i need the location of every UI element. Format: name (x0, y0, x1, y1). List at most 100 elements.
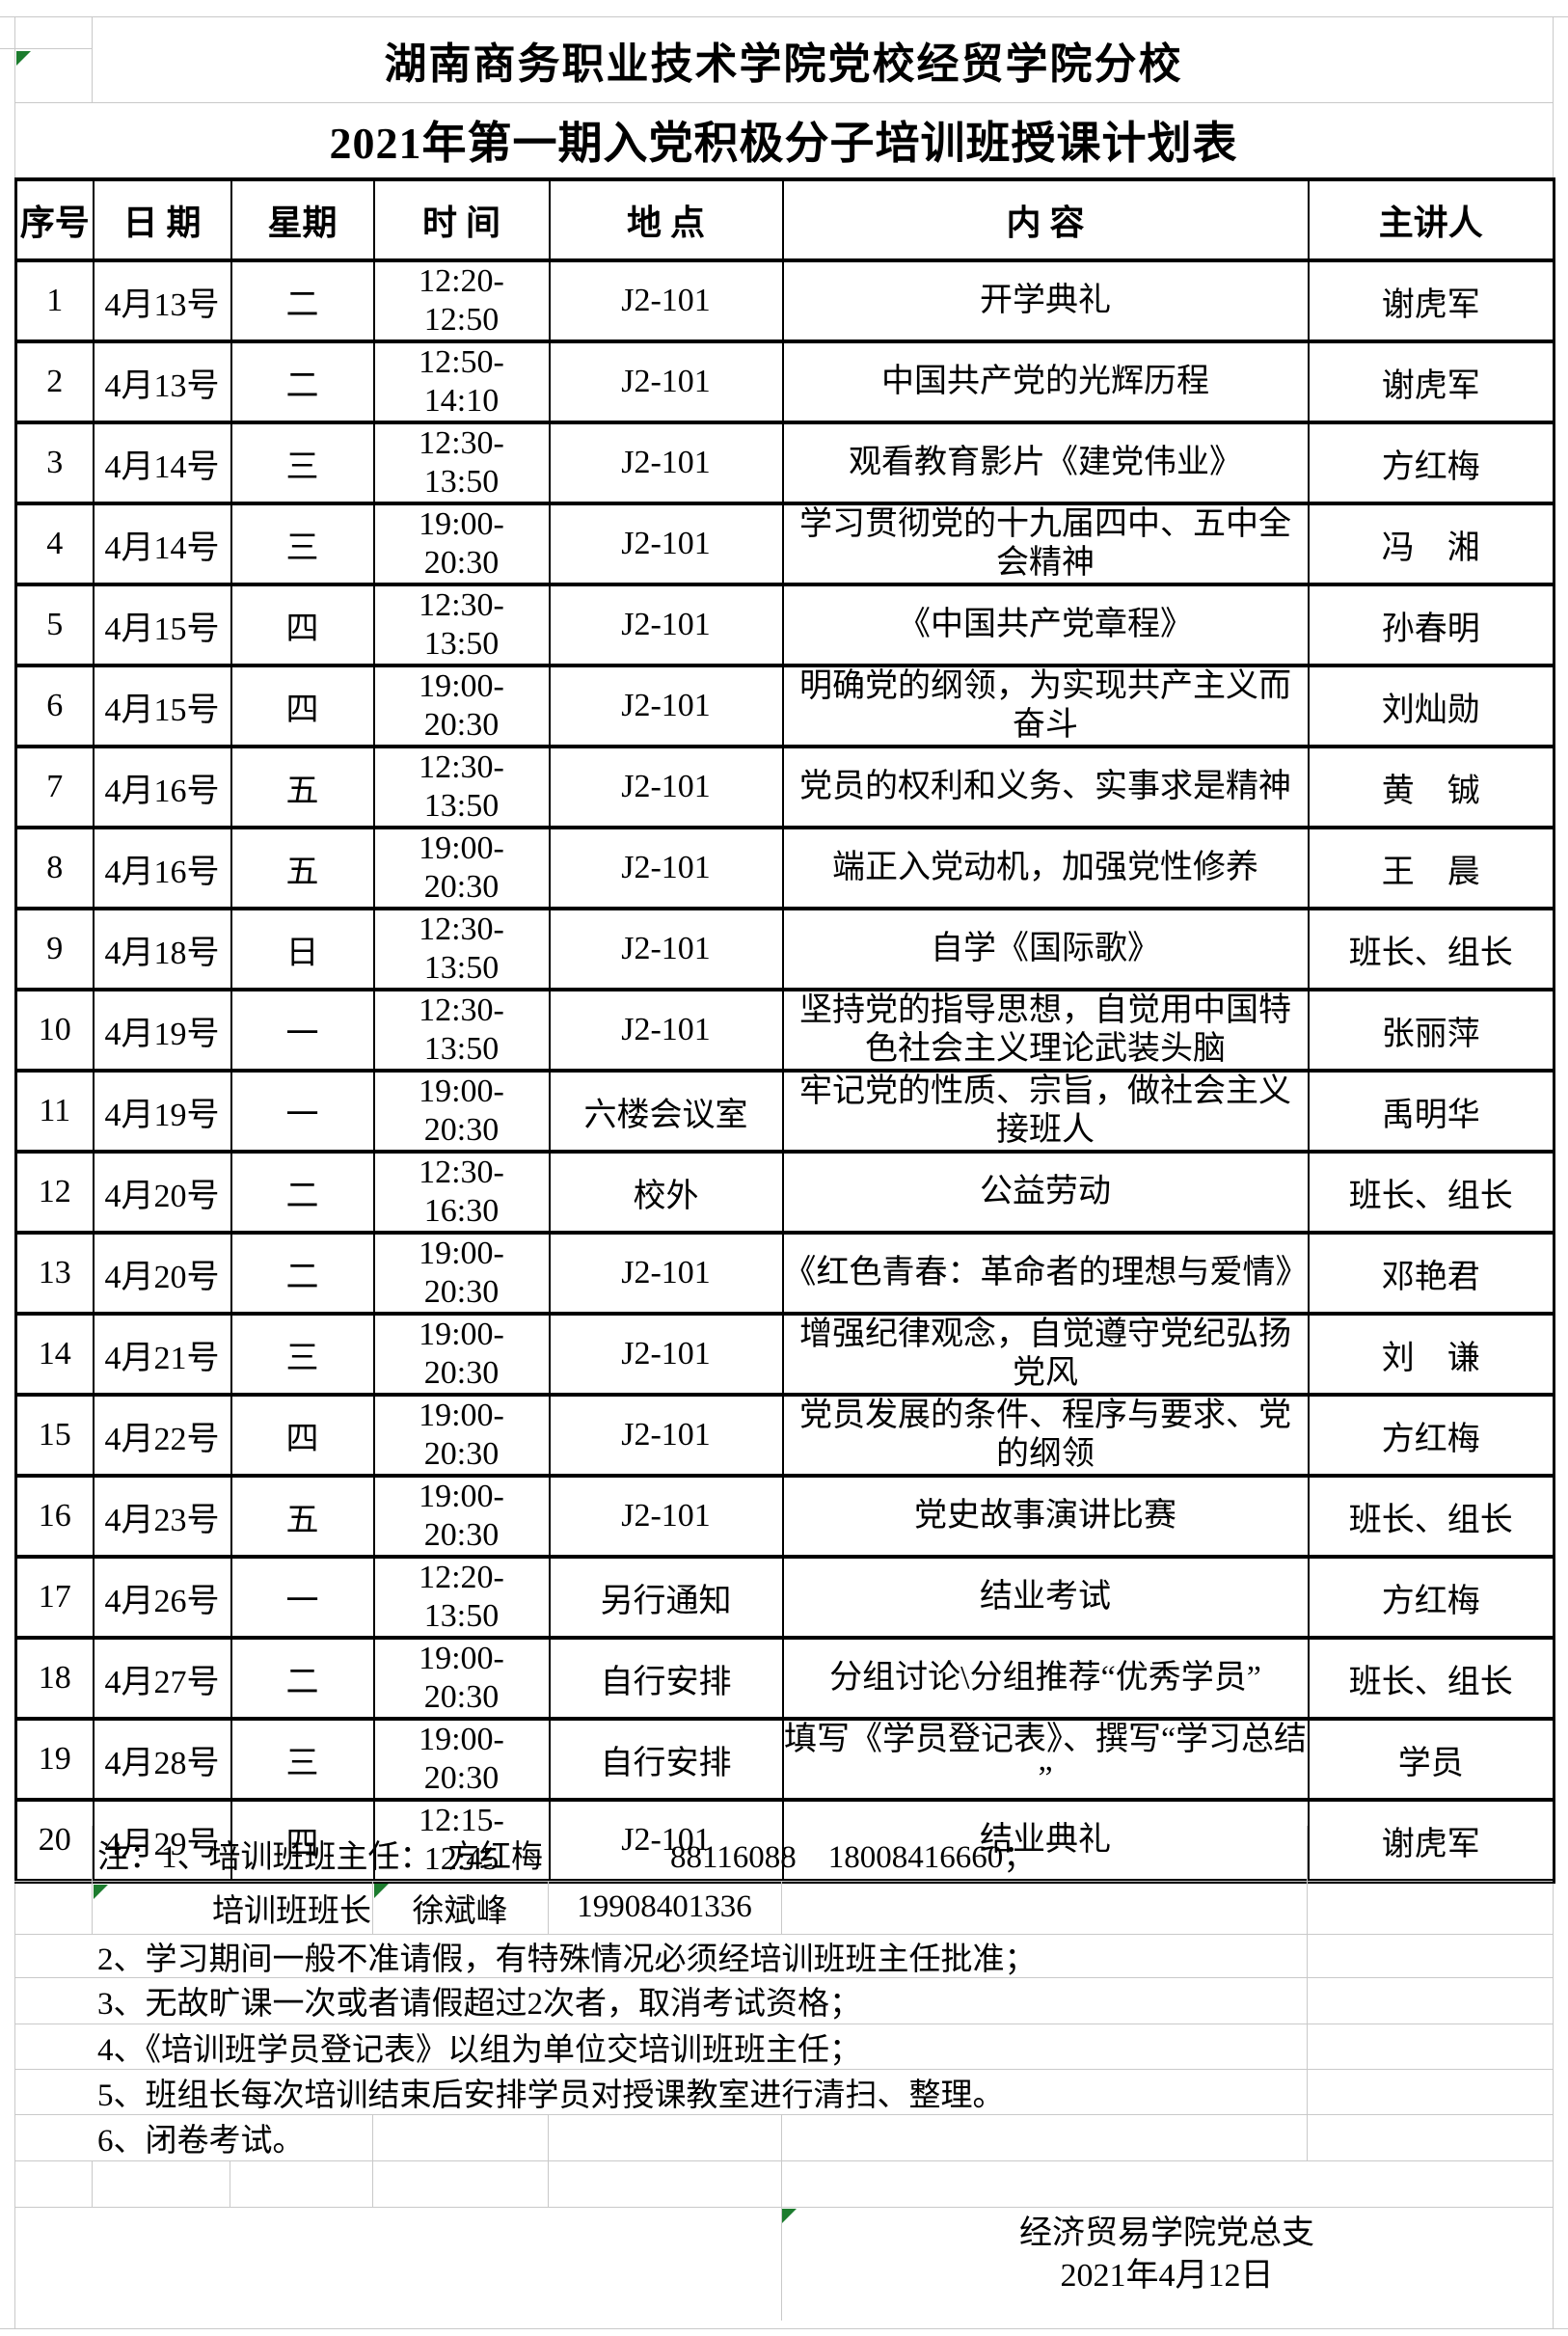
header-week[interactable]: 星期 (230, 177, 375, 261)
cell-serial-number[interactable]: 9 (14, 907, 95, 991)
cell-speaker[interactable]: 邓艳君 (1307, 1231, 1555, 1315)
cell-weekday[interactable]: 二 (230, 1231, 375, 1315)
cell-content[interactable]: 《中国共产党章程》 (781, 583, 1310, 666)
cell-weekday[interactable]: 二 (230, 258, 375, 342)
cell-place[interactable]: J2-101 (548, 1798, 784, 1883)
cell-serial-number[interactable]: 5 (14, 583, 95, 666)
cell-serial-number[interactable]: 15 (14, 1393, 95, 1477)
cell-time[interactable]: 19:00- 20:30 (372, 664, 551, 747)
cell-serial-number[interactable]: 7 (14, 745, 95, 828)
cell-place[interactable]: 另行通知 (548, 1555, 784, 1639)
cell-weekday[interactable]: 四 (230, 664, 375, 747)
cell-date[interactable]: 4月18号 (92, 907, 232, 991)
cell-content[interactable]: 分组讨论\分组推荐“优秀学员” (781, 1636, 1310, 1720)
note-line-5[interactable]: 5、班组长每次培训结束后安排学员对授课教室进行清扫、整理。 (97, 2078, 1005, 2113)
cell-serial-number[interactable]: 4 (14, 502, 95, 585)
cell-date[interactable]: 4月14号 (92, 421, 232, 504)
cell-speaker[interactable]: 王 晨 (1307, 826, 1555, 910)
cell-content[interactable]: 坚持党的指导思想，自觉用中国特色社会主义理论武装头脑 (781, 988, 1310, 1072)
cell-place[interactable]: J2-101 (548, 258, 784, 342)
cell-weekday[interactable]: 四 (230, 1393, 375, 1477)
cell-weekday[interactable]: 一 (230, 988, 375, 1072)
cell-content[interactable]: 增强纪律观念，自觉遵守党纪弘扬党风 (781, 1312, 1310, 1396)
cell-speaker[interactable]: 黄 铖 (1307, 745, 1555, 828)
cell-serial-number[interactable]: 17 (14, 1555, 95, 1639)
cell-content[interactable]: 党员发展的条件、程序与要求、党的纲领 (781, 1393, 1310, 1477)
cell-weekday[interactable]: 五 (230, 1474, 375, 1558)
cell-content[interactable]: 牢记党的性质、宗旨，做社会主义接班人 (781, 1069, 1310, 1153)
cell-serial-number[interactable]: 14 (14, 1312, 95, 1396)
cell-time[interactable]: 12:15- 12:45 (372, 1798, 551, 1883)
header-place[interactable]: 地 点 (548, 177, 784, 261)
cell-content[interactable]: 观看教育影片《建党伟业》 (781, 421, 1310, 504)
cell-place[interactable]: J2-101 (548, 745, 784, 828)
cell-speaker[interactable]: 谢虎军 (1307, 340, 1555, 423)
cell-speaker[interactable]: 方红梅 (1307, 1393, 1555, 1477)
cell-content[interactable]: 自学《国际歌》 (781, 907, 1310, 991)
cell-date[interactable]: 4月20号 (92, 1231, 232, 1315)
note-line-4[interactable]: 4、《培训班学员登记表》以组为单位交培训班班主任； (97, 2032, 861, 2068)
cell-serial-number[interactable]: 8 (14, 826, 95, 910)
cell-weekday[interactable]: 三 (230, 421, 375, 504)
cell-speaker[interactable]: 班长、组长 (1307, 907, 1555, 991)
cell-time[interactable]: 19:00- 20:30 (372, 1636, 551, 1720)
note-line-6[interactable]: 6、闭卷考试。 (97, 2124, 305, 2159)
note-line-1[interactable]: 注：1、培训班班主任： 方红梅 88116088 18008416660； (97, 1839, 1036, 1875)
note-line-2[interactable]: 2、学习期间一般不准请假，有特殊情况必须经培训班班主任批准； (97, 1942, 1037, 1977)
cell-weekday[interactable]: 一 (230, 1069, 375, 1153)
cell-date[interactable]: 4月28号 (92, 1717, 232, 1801)
cell-date[interactable]: 4月22号 (92, 1393, 232, 1477)
cell-date[interactable]: 4月23号 (92, 1474, 232, 1558)
cell-place[interactable]: J2-101 (548, 1231, 784, 1315)
signature-date[interactable]: 2021年4月12日 (1060, 2257, 1274, 2294)
cell-serial-number[interactable]: 11 (14, 1069, 95, 1153)
cell-place[interactable]: 自行安排 (548, 1636, 784, 1720)
cell-speaker[interactable]: 班长、组长 (1307, 1636, 1555, 1720)
cell-time[interactable]: 12:30- 13:50 (372, 583, 551, 666)
cell-speaker[interactable]: 学员 (1307, 1717, 1555, 1801)
cell-serial-number[interactable]: 1 (14, 258, 95, 342)
note-assistant-phone-cell[interactable]: 19908401336 (577, 1889, 752, 1924)
cell-time[interactable]: 19:00- 20:30 (372, 1474, 551, 1558)
cell-time[interactable]: 19:00- 20:30 (372, 1393, 551, 1477)
cell-speaker[interactable]: 班长、组长 (1307, 1150, 1555, 1234)
cell-content[interactable]: 中国共产党的光辉历程 (781, 340, 1310, 423)
cell-place[interactable]: 六楼会议室 (548, 1069, 784, 1153)
note-line-3[interactable]: 3、无故旷课一次或者请假超过2次者，取消考试资格； (97, 1987, 861, 2022)
cell-time[interactable]: 19:00- 20:30 (372, 826, 551, 910)
cell-place[interactable]: J2-101 (548, 664, 784, 747)
cell-speaker[interactable]: 禹明华 (1307, 1069, 1555, 1153)
cell-time[interactable]: 12:20- 13:50 (372, 1555, 551, 1639)
header-date[interactable]: 日 期 (92, 177, 232, 261)
cell-place[interactable]: J2-101 (548, 340, 784, 423)
cell-date[interactable]: 4月13号 (92, 258, 232, 342)
cell-speaker[interactable]: 方红梅 (1307, 421, 1555, 504)
cell-weekday[interactable]: 五 (230, 826, 375, 910)
cell-place[interactable]: 自行安排 (548, 1717, 784, 1801)
header-time[interactable]: 时 间 (372, 177, 551, 261)
header-no[interactable]: 序号 (14, 177, 95, 261)
cell-date[interactable]: 4月27号 (92, 1636, 232, 1720)
cell-date[interactable]: 4月15号 (92, 664, 232, 747)
cell-date[interactable]: 4月21号 (92, 1312, 232, 1396)
cell-time[interactable]: 12:30- 16:30 (372, 1150, 551, 1234)
cell-place[interactable]: J2-101 (548, 988, 784, 1072)
cell-place[interactable]: J2-101 (548, 421, 784, 504)
cell-content[interactable]: 党员的权利和义务、实事求是精神 (781, 745, 1310, 828)
cell-weekday[interactable]: 三 (230, 502, 375, 585)
cell-weekday[interactable]: 四 (230, 1798, 375, 1883)
cell-speaker[interactable]: 刘灿勋 (1307, 664, 1555, 747)
cell-weekday[interactable]: 日 (230, 907, 375, 991)
cell-speaker[interactable]: 谢虎军 (1307, 258, 1555, 342)
note-assistant-role-cell[interactable]: 培训班班长 (212, 1893, 371, 1929)
cell-weekday[interactable]: 二 (230, 340, 375, 423)
cell-serial-number[interactable]: 18 (14, 1636, 95, 1720)
cell-content[interactable]: 学习贯彻党的十九届四中、五中全会精神 (781, 502, 1310, 585)
cell-date[interactable]: 4月13号 (92, 340, 232, 423)
cell-place[interactable]: J2-101 (548, 826, 784, 910)
cell-date[interactable]: 4月19号 (92, 1069, 232, 1153)
header-content[interactable]: 内 容 (781, 177, 1310, 261)
cell-weekday[interactable]: 三 (230, 1717, 375, 1801)
cell-date[interactable]: 4月29号 (92, 1798, 232, 1883)
cell-time[interactable]: 12:30- 13:50 (372, 421, 551, 504)
